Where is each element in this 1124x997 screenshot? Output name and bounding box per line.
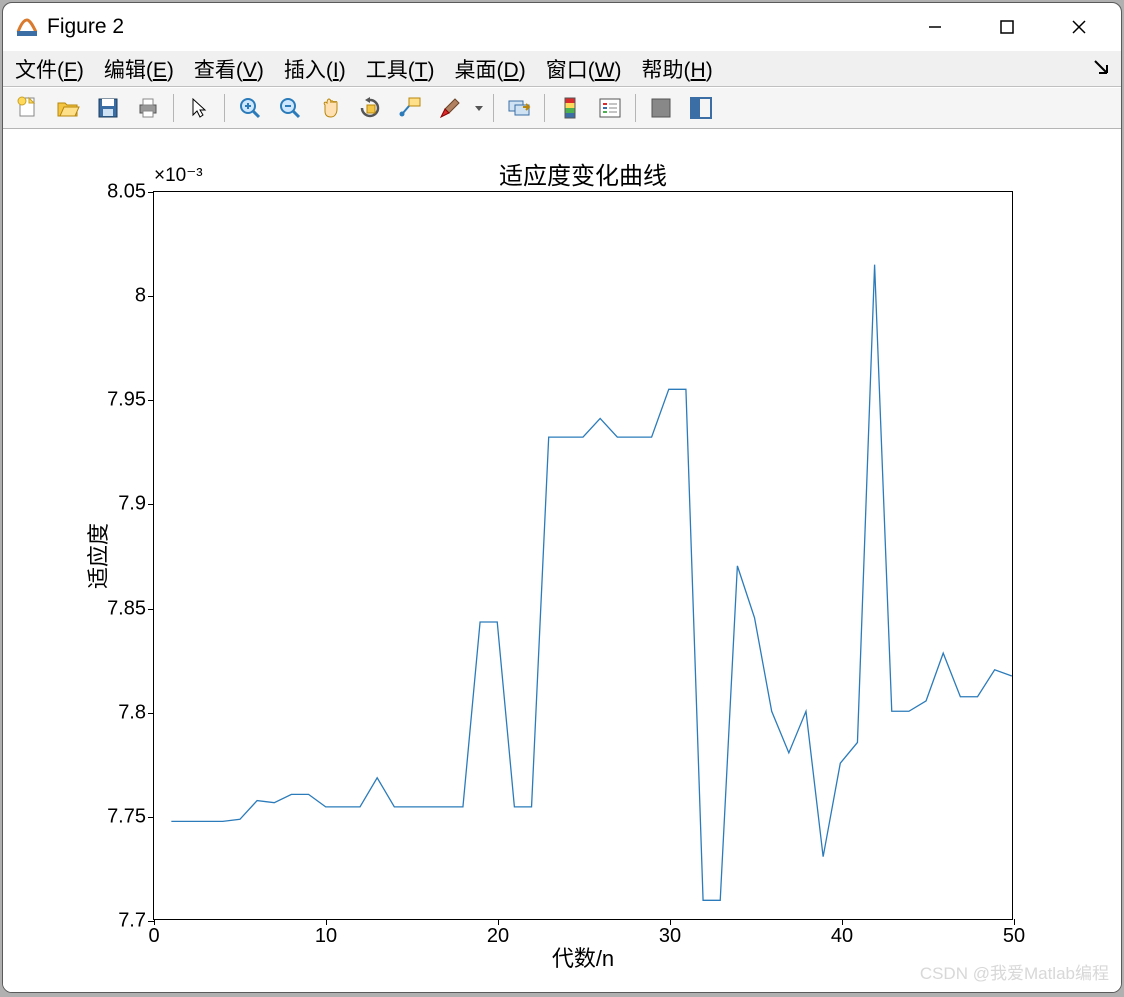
colorbar-button[interactable] (551, 91, 589, 125)
toolbar (3, 87, 1121, 129)
ytick-label: 7.95 (107, 389, 146, 412)
menu-w[interactable]: 窗口(W) (542, 52, 626, 86)
ytick-mark (148, 400, 154, 401)
dropdown-button[interactable] (471, 91, 487, 125)
undock-icon[interactable] (1093, 59, 1111, 82)
zoom-out-button[interactable] (271, 91, 309, 125)
toolbar-separator (544, 94, 545, 122)
ytick-mark (148, 609, 154, 610)
save-button[interactable] (89, 91, 127, 125)
xtick-label: 10 (315, 925, 337, 948)
maximize-button[interactable] (971, 3, 1043, 51)
figure-area: 适应度变化曲线 ×10⁻³ 适应度 代数/n 0 10 20 30 40 50 7.7 7.7… (3, 129, 1121, 992)
print-button[interactable] (129, 91, 167, 125)
data-line (171, 265, 1011, 901)
xtick-label: 50 (1003, 925, 1025, 948)
ytick-label: 7.75 (107, 805, 146, 828)
app-icon (15, 15, 39, 39)
titlebar[interactable]: Figure 2 (3, 3, 1121, 51)
ytick-label: 7.85 (107, 597, 146, 620)
ytick-label: 7.8 (118, 701, 146, 724)
ytick-mark (148, 921, 154, 922)
ytick-mark (148, 817, 154, 818)
toolbar-separator (224, 94, 225, 122)
plot-container: 适应度变化曲线 ×10⁻³ 适应度 代数/n 0 10 20 30 40 50 7.7 7.7… (3, 129, 1121, 992)
menu-e[interactable]: 编辑(E) (100, 52, 178, 86)
xtick-label: 30 (659, 925, 681, 948)
data-cursor-button[interactable] (391, 91, 429, 125)
zoom-in-button[interactable] (231, 91, 269, 125)
close-button[interactable] (1043, 3, 1115, 51)
pointer-button[interactable] (180, 91, 218, 125)
legend-button[interactable] (591, 91, 629, 125)
ytick-label: 8.05 (107, 181, 146, 204)
xtick-label: 0 (148, 925, 159, 948)
menu-f[interactable]: 文件(F) (11, 52, 88, 86)
chart-title: 适应度变化曲线 (499, 156, 667, 191)
ytick-mark (148, 504, 154, 505)
xtick-label: 20 (487, 925, 509, 948)
chart-line (154, 192, 1012, 919)
dock-button[interactable] (682, 91, 720, 125)
ytick-label: 7.9 (118, 493, 146, 516)
brush-button[interactable] (431, 91, 469, 125)
ytick-mark (148, 296, 154, 297)
pan-button[interactable] (311, 91, 349, 125)
menu-h[interactable]: 帮助(H) (638, 52, 717, 86)
ytick-mark (148, 713, 154, 714)
new-file-button[interactable] (9, 91, 47, 125)
xtick-label: 40 (831, 925, 853, 948)
toolbar-separator (635, 94, 636, 122)
chart-axes[interactable]: 适应度变化曲线 ×10⁻³ 适应度 代数/n 010203040507.77.7… (153, 191, 1013, 920)
ytick-label: 7.7 (118, 910, 146, 933)
grid-button[interactable] (642, 91, 680, 125)
chart-xlabel: 代数/n (552, 941, 614, 973)
chart-exponent: ×10⁻³ (154, 164, 203, 187)
ytick-mark (148, 192, 154, 193)
menu-v[interactable]: 查看(V) (190, 52, 268, 86)
watermark: CSDN @我爱Matlab编程 (920, 959, 1109, 984)
figure-window: Figure 2 文件(F) 编辑(E) 查看(V) 插入(I) 工具(T) 桌面(D) 窗… (2, 2, 1122, 993)
menu-t[interactable]: 工具(T) (362, 52, 439, 86)
window-title: Figure 2 (47, 15, 899, 39)
menubar: 文件(F) 编辑(E) 查看(V) 插入(I) 工具(T) 桌面(D) 窗口(W) 帮助(H) (3, 51, 1121, 87)
link-button[interactable] (500, 91, 538, 125)
open-file-button[interactable] (49, 91, 87, 125)
toolbar-separator (493, 94, 494, 122)
window-controls (899, 3, 1115, 51)
ytick-label: 8 (135, 285, 146, 308)
menu-d[interactable]: 桌面(D) (451, 52, 530, 86)
toolbar-separator (173, 94, 174, 122)
minimize-button[interactable] (899, 3, 971, 51)
chart-ylabel: 适应度 (81, 522, 113, 588)
menu-i[interactable]: 插入(I) (280, 52, 350, 86)
rotate-button[interactable] (351, 91, 389, 125)
